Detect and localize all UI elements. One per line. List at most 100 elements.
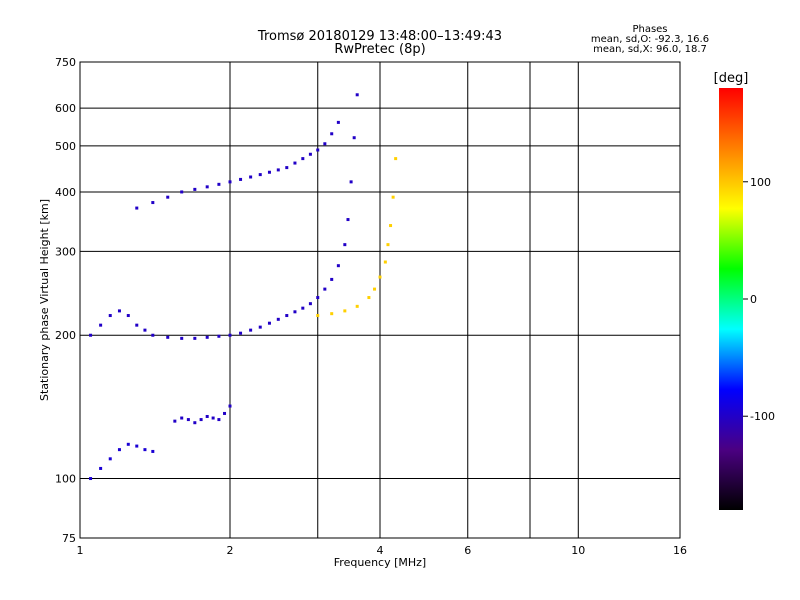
data-point — [126, 442, 130, 446]
colorbar-label: [deg] — [714, 71, 749, 86]
data-point — [99, 466, 103, 470]
data-point — [228, 404, 232, 408]
data-point — [285, 166, 289, 170]
data-point — [117, 309, 121, 313]
data-point — [389, 224, 393, 228]
data-point — [199, 418, 203, 422]
chart-subtitle: RwPretec (8p) — [334, 42, 425, 57]
stats-line-o: mean, sd,O: -92.3, 16.6 — [591, 34, 709, 45]
data-point — [258, 173, 262, 177]
data-point — [386, 243, 390, 247]
data-point — [394, 157, 398, 161]
data-point — [205, 414, 209, 418]
data-point — [211, 416, 215, 420]
data-point — [330, 312, 334, 316]
data-point — [330, 132, 334, 136]
y-tick-label: 75 — [62, 532, 76, 545]
data-point — [205, 185, 209, 189]
data-point — [346, 218, 350, 222]
data-point — [308, 302, 312, 306]
data-point — [180, 336, 184, 340]
data-point — [316, 314, 320, 318]
data-point — [293, 310, 297, 314]
data-point — [239, 177, 243, 181]
data-point — [352, 136, 356, 140]
data-point — [336, 120, 340, 124]
y-tick-label: 500 — [55, 140, 76, 153]
data-point — [378, 275, 382, 279]
data-point — [228, 180, 232, 184]
data-point — [285, 314, 289, 318]
data-point — [323, 142, 327, 146]
data-points — [89, 93, 398, 481]
data-point — [330, 277, 334, 281]
data-point — [126, 314, 130, 318]
data-point — [223, 411, 227, 415]
colorbar-tick-label: -100 — [750, 410, 775, 423]
x-tick-label: 10 — [571, 544, 585, 557]
data-point — [99, 323, 103, 327]
y-axis-label: Stationary phase Virtual Height [km] — [38, 199, 51, 401]
data-point — [205, 335, 209, 339]
data-point — [355, 93, 359, 97]
data-point — [217, 334, 221, 338]
data-point — [151, 333, 155, 337]
data-point — [301, 306, 305, 310]
data-point — [166, 195, 170, 199]
data-point — [151, 201, 155, 205]
data-point — [249, 328, 253, 332]
data-point — [108, 457, 112, 461]
chart-title: Tromsø 20180129 13:48:00–13:49:43 — [257, 29, 502, 44]
data-point — [108, 314, 112, 318]
data-point — [276, 317, 280, 321]
data-point — [180, 416, 184, 420]
colorbar — [719, 88, 743, 510]
data-point — [383, 260, 387, 264]
data-point — [258, 325, 262, 329]
data-point — [316, 148, 320, 152]
x-tick-label: 1 — [77, 544, 84, 557]
data-point — [89, 477, 93, 481]
x-tick-label: 6 — [464, 544, 471, 557]
y-tick-label: 750 — [55, 56, 76, 69]
colorbar-ticks: 100 0 -100 — [743, 176, 775, 423]
data-point — [343, 243, 347, 247]
y-tick-label: 100 — [55, 473, 76, 486]
x-axis-label: Frequency [MHz] — [334, 556, 426, 569]
data-point — [180, 190, 184, 194]
data-point — [349, 180, 353, 184]
x-tick-label: 4 — [377, 544, 384, 557]
data-point — [308, 152, 312, 156]
data-point — [239, 331, 243, 335]
stats-heading: Phases — [632, 24, 667, 35]
data-point — [143, 448, 147, 452]
data-point — [267, 321, 271, 325]
data-point — [217, 418, 221, 422]
data-point — [293, 161, 297, 165]
data-point — [193, 336, 197, 340]
data-point — [117, 448, 121, 452]
data-point — [276, 168, 280, 172]
data-point — [193, 187, 197, 191]
colorbar-tick-label: 0 — [750, 293, 757, 306]
data-point — [143, 328, 147, 332]
x-axis-ticks: 1 2 4 6 10 16 — [77, 544, 688, 557]
y-tick-label: 300 — [55, 245, 76, 258]
data-point — [301, 157, 305, 161]
data-point — [135, 323, 139, 327]
colorbar-tick-label: 100 — [750, 176, 771, 189]
data-point — [323, 287, 327, 291]
data-point — [193, 421, 197, 425]
data-point — [135, 444, 139, 448]
stats-line-x: mean, sd,X: 96.0, 18.7 — [593, 44, 707, 55]
data-point — [343, 309, 347, 313]
data-point — [373, 287, 377, 291]
data-point — [391, 195, 395, 199]
grid-lines — [80, 62, 680, 538]
data-point — [151, 449, 155, 453]
data-point — [135, 206, 139, 210]
y-tick-label: 400 — [55, 186, 76, 199]
x-tick-label: 2 — [227, 544, 234, 557]
data-point — [267, 170, 271, 174]
